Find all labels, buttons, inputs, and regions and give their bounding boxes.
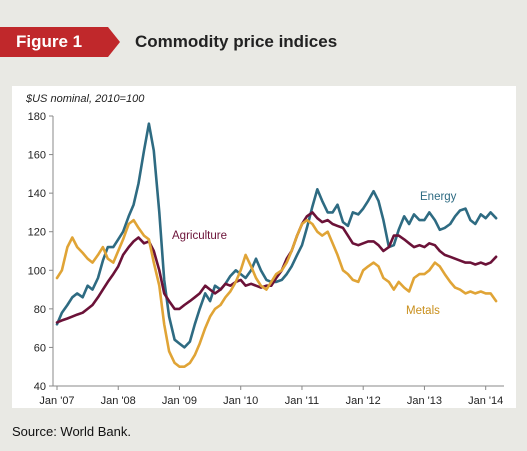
series-label-energy: Energy [420,191,457,203]
y-tick-label: 100 [28,265,46,277]
figure-header: Figure 1 Commodity price indices [0,27,527,57]
figure-label: Figure 1 [0,27,108,57]
x-tick-label: Jan '08 [101,395,136,407]
x-axis-ticks: Jan '07 Jan '08 Jan '09 Jan '10 Jan '11 Jan '… [39,386,503,407]
x-tick-label: Jan '13 [407,395,442,407]
y-axis-ticks: 40 60 80 100 120 140 160 180 [28,111,53,393]
y-tick-label: 140 [28,188,46,200]
series-label-metals: Metals [406,305,440,317]
y-tick-label: 180 [28,111,46,123]
source-note: Source: World Bank. [12,424,131,439]
figure-label-arrow [108,27,120,57]
y-tick-label: 160 [28,150,46,162]
x-tick-label: Jan '11 [285,395,319,407]
series-line-metals [55,218,498,369]
series-label-agriculture: Agriculture [172,230,227,242]
x-tick-label: Jan '07 [39,395,74,407]
figure-title: Commodity price indices [135,32,338,51]
series-line-agriculture [55,211,498,324]
x-tick-label: Jan '09 [162,395,197,407]
x-tick-label: Jan '12 [346,395,381,407]
y-tick-label: 40 [34,381,46,393]
series-lines [55,122,498,369]
plot-background [12,86,516,408]
y-tick-label: 120 [28,227,46,239]
y-tick-label: 80 [34,304,46,316]
x-tick-label: Jan '14 [468,395,503,407]
series-line-energy [55,122,498,349]
x-tick-label: Jan '10 [223,395,258,407]
y-unit-label: $US nominal, 2010=100 [25,93,145,105]
y-tick-label: 60 [34,342,46,354]
